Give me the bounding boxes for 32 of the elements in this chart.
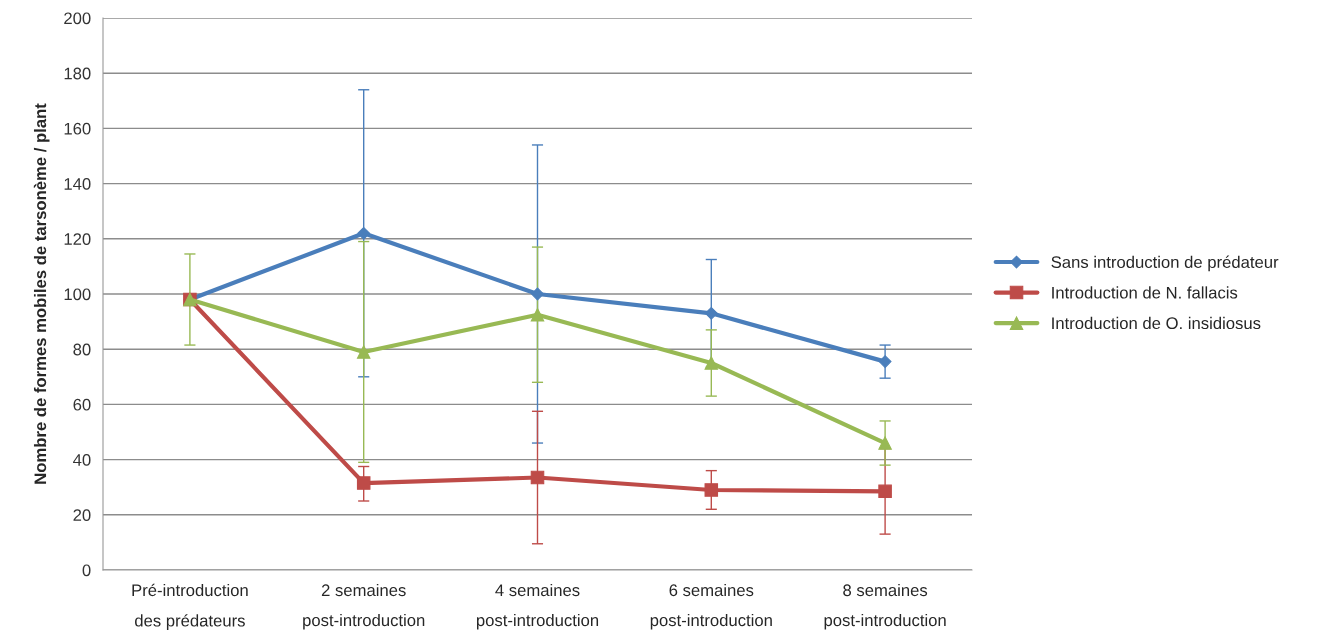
x-tick-label: Pré-introduction des prédateurs: [132, 583, 248, 630]
point: [530, 307, 545, 322]
y-tick-label: 100: [64, 288, 91, 301]
legend-label: Introduction de O. insidiosus: [1052, 316, 1261, 330]
y-tick-label: 40: [73, 454, 91, 466]
x-tick-label: 6 semaines post-introduction: [650, 583, 772, 630]
y-tick-label: 200: [64, 12, 91, 25]
point: [357, 226, 371, 240]
y-tick-label: 80: [73, 343, 91, 356]
y-tick-label: 160: [64, 122, 91, 135]
point: [878, 484, 892, 499]
point: [356, 476, 371, 490]
point: [878, 355, 892, 369]
y-tick-label: 180: [64, 67, 91, 80]
point: [531, 287, 544, 301]
y-tick-label: 60: [73, 398, 91, 411]
legend-label: Introduction de N. fallacis: [1052, 286, 1238, 299]
point: [704, 306, 718, 320]
x-tick-label: 2 semaines post-introduction: [303, 583, 425, 630]
point: [704, 483, 719, 497]
point: [356, 345, 371, 359]
y-tick-label: 20: [73, 509, 91, 521]
y-tick-label: 140: [64, 178, 91, 190]
point: [530, 470, 545, 485]
y-tick-label: 0: [82, 564, 91, 577]
y-axis-title: Nombre de formes mobiles de tarsonème / plant: [33, 103, 50, 484]
legend-label: Sans introduction de prédateur: [1051, 255, 1279, 272]
y-tick-label: 120: [64, 233, 91, 245]
point: [878, 436, 892, 450]
point: [704, 356, 719, 370]
x-tick-label: 4 semaines post-introduction: [476, 583, 599, 630]
x-tick-label: 8 semaines post-introduction: [824, 583, 946, 630]
